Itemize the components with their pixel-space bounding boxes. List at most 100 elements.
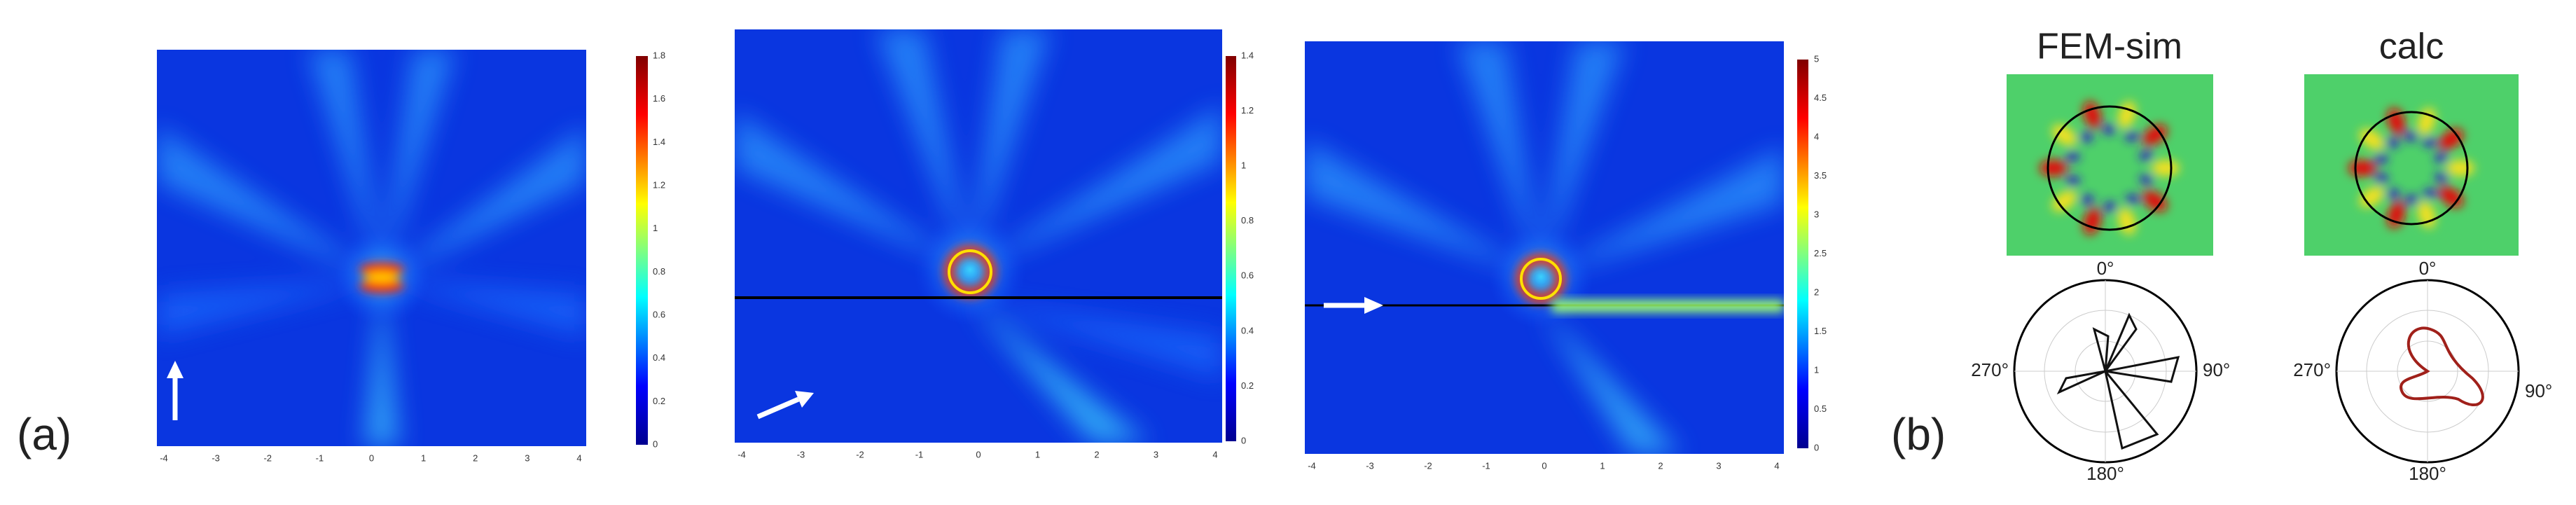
colorbar-tick-label: 1.6 (653, 93, 665, 104)
field-map (735, 29, 1222, 443)
polar-label: 270° (1971, 359, 2009, 380)
colorbar-tick-label: 2.5 (1814, 248, 1827, 258)
colorbar-tick-label: 0 (653, 438, 658, 449)
x-tick-label: -1 (316, 452, 324, 463)
lobe (2385, 137, 2400, 148)
colorbar-tick-label: 2 (1814, 286, 1819, 297)
field-map (1305, 41, 1784, 454)
x-tick-label: 4 (1212, 449, 1217, 459)
colorbar-tick-label: 1.4 (1241, 50, 1254, 60)
x-tick-label: 3 (1716, 460, 1721, 471)
colorbar (1797, 60, 1808, 448)
colorbar-tick-label: 1.8 (653, 50, 665, 60)
mode-title: FEM-sim (2037, 27, 2182, 67)
colorbar (636, 56, 648, 445)
x-tick-label: -4 (1308, 460, 1316, 471)
x-tick-label: 4 (1774, 460, 1779, 471)
colorbar-tick-label: 1 (1241, 160, 1246, 171)
x-tick-label: -4 (160, 452, 168, 463)
lobe (2103, 201, 2117, 212)
panel-label: (b) (1891, 409, 1946, 459)
lobe (2124, 132, 2139, 142)
mode-map (2304, 74, 2519, 256)
lobe (2040, 160, 2068, 177)
colorbar-tick-label: 1 (653, 223, 658, 233)
panel-label: (a) (17, 409, 71, 459)
colorbar-tick-label: 5 (1814, 53, 1819, 64)
lobe (2102, 125, 2117, 135)
colorbar-tick-label: 0.6 (1241, 270, 1254, 281)
colorbar-tick-label: 3 (1814, 209, 1819, 219)
colorbar-tick-label: 0.4 (1241, 325, 1254, 335)
x-tick-label: -3 (212, 452, 220, 463)
polar-plot: 0° 90° 180° 270° (2293, 258, 2552, 484)
colorbar-tick-label: 0 (1814, 442, 1819, 452)
lobe (2434, 172, 2449, 183)
x-tick-label: 1 (1035, 449, 1040, 459)
colorbar-tick-label: 1 (1814, 364, 1819, 375)
colorbar-tick-label: 0.4 (653, 352, 665, 363)
x-tick-label: -2 (1424, 460, 1432, 471)
x-tick-label: 0 (1542, 460, 1546, 471)
colorbar-tick-label: 1.4 (653, 137, 665, 147)
colorbar (1226, 56, 1236, 441)
x-tick-label: -2 (856, 449, 864, 459)
colorbar-tick-label: 1.2 (653, 179, 665, 190)
lobe (2404, 132, 2418, 142)
lobe (2446, 160, 2474, 177)
mode-title: calc (2379, 27, 2444, 67)
x-tick-label: 4 (576, 452, 581, 463)
lobe (2422, 137, 2437, 148)
lobe (2139, 174, 2154, 185)
x-tick-label: 2 (473, 452, 478, 463)
lobe (2438, 128, 2464, 151)
colorbar-tick-label: 0.8 (653, 266, 665, 277)
x-tick-label: 0 (369, 452, 374, 463)
lobe (2359, 128, 2385, 151)
lobe (2348, 160, 2376, 177)
lobe (2359, 186, 2385, 208)
lobe (2051, 190, 2077, 212)
colorbar-tick-label: 1.2 (1241, 105, 1254, 116)
lobe (2051, 124, 2077, 146)
polar-label: 270° (2293, 359, 2331, 380)
lobe (2079, 132, 2094, 142)
x-tick-label: 3 (525, 452, 529, 463)
colorbar-tick-label: 0.2 (1241, 380, 1254, 391)
lobe (2152, 160, 2180, 177)
lobe (2404, 194, 2419, 205)
polar-label: 180° (2086, 463, 2124, 484)
lobe (2438, 186, 2464, 208)
polar-label: 90° (2203, 359, 2230, 380)
lobe (2080, 194, 2095, 205)
lobe (2374, 173, 2389, 184)
lobe (2065, 175, 2080, 186)
colorbar-tick-label: 4 (1814, 131, 1819, 141)
colorbar-tick-label: 0.2 (653, 396, 665, 406)
colorbar-tick-label: 0.6 (653, 309, 665, 319)
x-tick-label: -1 (1482, 460, 1490, 471)
polar-label: 90° (2525, 380, 2552, 401)
lobe (2139, 151, 2154, 161)
lobe (2142, 124, 2168, 146)
polar-label: 0° (2419, 258, 2437, 279)
x-tick-label: 3 (1154, 449, 1158, 459)
polar-plot: 0° 90° 180° 270° (1971, 258, 2230, 484)
lobe (2125, 194, 2140, 205)
polar-label: 180° (2409, 463, 2446, 484)
lobe (2374, 153, 2389, 164)
x-tick-label: 2 (1658, 460, 1663, 471)
lobe (2065, 151, 2080, 162)
colorbar-tick-label: 0 (1241, 435, 1246, 445)
polar-label: 0° (2097, 258, 2114, 279)
x-tick-label: 1 (421, 452, 426, 463)
x-tick-label: 1 (1600, 460, 1605, 471)
colorbar-tick-label: 1.5 (1814, 326, 1827, 336)
x-tick-label: -4 (738, 449, 746, 459)
x-tick-label: -3 (797, 449, 805, 459)
mode-map (2007, 74, 2213, 256)
x-tick-label: -1 (915, 449, 924, 459)
colorbar-tick-label: 0.8 (1241, 215, 1254, 226)
lobe (2434, 153, 2449, 163)
